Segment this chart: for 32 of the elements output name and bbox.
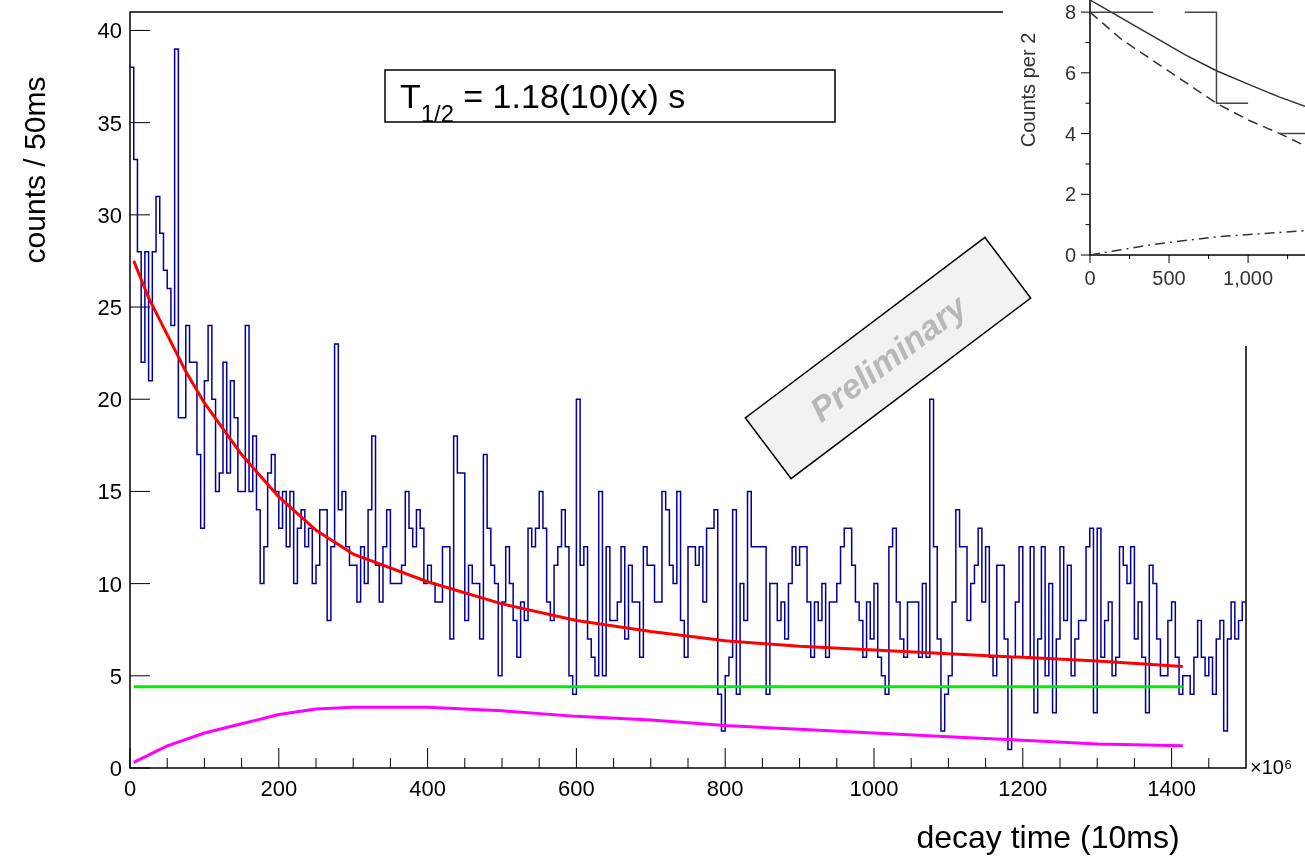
y-tick-label: 25 <box>97 294 122 320</box>
y-tick-label: 0 <box>109 755 122 781</box>
y-tick-label: 40 <box>97 18 122 44</box>
x-tick-label: 600 <box>558 776 595 801</box>
x-tick-label: 200 <box>260 776 298 801</box>
y-tick-label: 35 <box>97 110 122 136</box>
y-axis-title: counts / 50ms <box>18 76 51 264</box>
x-tick-label: 1400 <box>1147 776 1197 801</box>
y-tick-label: 5 <box>109 663 122 689</box>
line-series <box>1090 229 1305 255</box>
x-tick-label: 500 <box>1152 267 1186 289</box>
y-tick-label: 4 <box>1064 122 1076 145</box>
y-axis-title: Counts per 2 <box>1017 32 1039 148</box>
line-series <box>132 705 1185 764</box>
x-tick-label: 0 <box>1084 267 1096 289</box>
x-axis-title: decay time (10ms) <box>916 819 1180 855</box>
y-tick-label: 15 <box>97 479 122 505</box>
annotation: T$_{1/2}$ = 1.18(10)(x) s <box>400 77 686 127</box>
y-tick-label: 20 <box>97 387 122 413</box>
y-tick-label: 30 <box>97 202 122 228</box>
line-series <box>1090 0 1305 107</box>
y-tick-label: 0 <box>1064 244 1076 267</box>
x-tick-label: 1000 <box>849 776 899 801</box>
x-tick-label: 400 <box>409 776 446 801</box>
x-tick-label: 800 <box>706 776 744 801</box>
x-tick-label: 1200 <box>998 776 1048 801</box>
text: ×10⁶ <box>1250 756 1293 778</box>
x-tick-label: 1,000 <box>1223 267 1274 289</box>
y-tick-label: 8 <box>1064 1 1076 24</box>
y-tick-label: 6 <box>1064 62 1076 85</box>
y-tick-label: 10 <box>97 571 122 597</box>
y-tick-label: 2 <box>1064 183 1076 206</box>
